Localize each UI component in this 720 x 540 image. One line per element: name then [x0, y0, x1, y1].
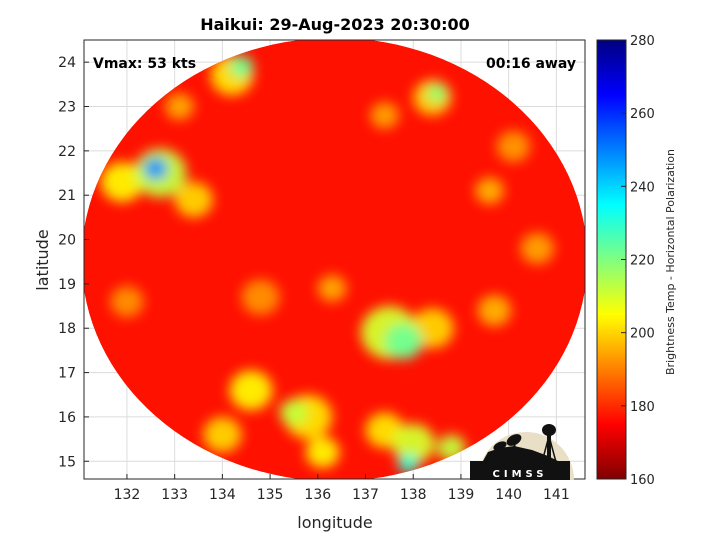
x-tick-label: 140: [495, 487, 522, 503]
x-tick-label: 136: [304, 487, 331, 503]
brightness-temp-cell: [391, 423, 435, 464]
colorbar-tick-label: 160: [630, 473, 655, 488]
colorbar-tick-label: 200: [630, 327, 655, 342]
brightness-temp-cell: [174, 181, 213, 218]
y-tick-label: 16: [58, 410, 76, 426]
brightness-temp-cell: [317, 275, 347, 302]
cimss-logo: CIMSS: [470, 424, 574, 480]
x-tick-label: 134: [209, 487, 236, 503]
x-tick-label: 139: [448, 487, 475, 503]
brightness-temp-cell: [143, 157, 168, 180]
brightness-temp-cell: [305, 436, 340, 468]
y-tick-label: 17: [58, 366, 76, 382]
y-axis: 15 16 17 18 19 20 21 22 23 24: [58, 55, 89, 470]
brightness-temp-cell: [203, 416, 242, 453]
x-tick-label: 138: [400, 487, 427, 503]
y-tick-label: 20: [58, 233, 76, 249]
y-tick-label: 19: [58, 277, 76, 293]
brightness-temp-cell: [477, 294, 512, 327]
colorbar-tick-label: 280: [630, 34, 655, 49]
colorbar-tick-label: 180: [630, 400, 655, 415]
colorbar-ticks: 160 180 200 220 240 260 280: [621, 34, 655, 488]
brightness-temp-cell: [384, 323, 423, 360]
y-axis-label: latitude: [33, 229, 52, 290]
x-axis-label: longitude: [297, 513, 372, 532]
x-tick-label: 141: [543, 487, 570, 503]
brightness-temp-cell: [241, 279, 280, 315]
cimss-logo-text: CIMSS: [493, 469, 548, 480]
vmax-annotation: Vmax: 53 kts: [93, 56, 196, 72]
y-tick-label: 21: [58, 188, 76, 204]
brightness-temp-cell: [370, 102, 399, 129]
brightness-temp-cell: [520, 232, 554, 264]
brightness-temp-cell: [229, 55, 254, 78]
x-tick-label: 135: [257, 487, 284, 503]
x-tick-label: 137: [352, 487, 379, 503]
y-tick-label: 18: [58, 321, 76, 337]
brightness-temp-cell: [229, 370, 273, 411]
y-tick-label: 24: [58, 55, 76, 71]
microwave-swath: [84, 40, 585, 479]
brightness-temp-cell: [100, 161, 144, 202]
chart-title: Haikui: 29-Aug-2023 20:30:00: [200, 15, 470, 34]
y-tick-label: 15: [58, 454, 76, 470]
colorbar-tick-label: 240: [630, 180, 655, 195]
colorbar-tick-label: 220: [630, 254, 655, 269]
y-tick-label: 22: [58, 144, 76, 160]
axes-frame: [83, 39, 586, 480]
time-offset-annotation: 00:16 away: [486, 56, 576, 72]
x-tick-label: 133: [161, 487, 188, 503]
x-tick-label: 132: [114, 487, 141, 503]
x-axis: 132 133 134 135 136 137 138 139 140 141: [114, 474, 570, 503]
brightness-temp-cell: [475, 177, 504, 205]
colorbar-tick-label: 260: [630, 107, 655, 122]
colorbar-label: Brightness Temp - Horizontal Polarizatio…: [664, 149, 677, 375]
brightness-temp-cell: [426, 83, 448, 103]
brightness-temp-cell: [165, 93, 194, 120]
brightness-temp-cell: [397, 453, 419, 474]
brightness-temp-cell: [279, 399, 309, 426]
brightness-temp-cell: [496, 130, 531, 162]
brightness-temp-cell: [110, 286, 144, 318]
y-tick-label: 23: [58, 100, 76, 116]
